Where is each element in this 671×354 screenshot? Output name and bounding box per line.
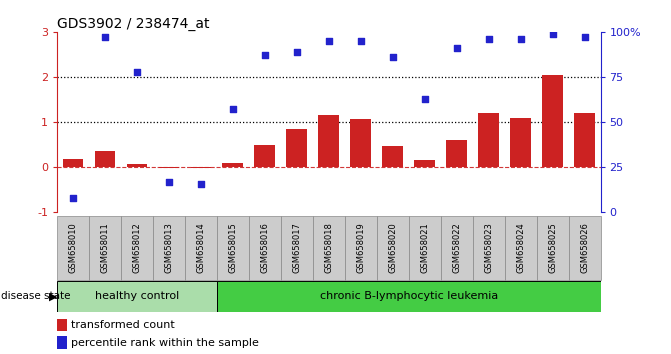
Bar bbox=[287, 129, 307, 167]
Point bbox=[387, 54, 398, 60]
Point bbox=[548, 31, 558, 36]
Bar bbox=[376, 216, 409, 280]
Bar bbox=[319, 115, 339, 167]
Point bbox=[260, 52, 270, 58]
Bar bbox=[223, 163, 244, 167]
Bar bbox=[345, 216, 376, 280]
Text: GDS3902 / 238474_at: GDS3902 / 238474_at bbox=[57, 17, 209, 31]
Bar bbox=[441, 216, 472, 280]
Bar bbox=[472, 216, 505, 280]
Bar bbox=[127, 164, 148, 167]
Point bbox=[579, 34, 590, 40]
Bar bbox=[478, 113, 499, 167]
Bar bbox=[414, 160, 435, 167]
Point bbox=[419, 96, 430, 102]
Point bbox=[227, 107, 238, 112]
Bar bbox=[158, 167, 179, 168]
Bar bbox=[574, 113, 595, 167]
Point bbox=[68, 195, 79, 201]
Bar bbox=[57, 216, 89, 280]
Point bbox=[452, 45, 462, 51]
Bar bbox=[57, 281, 217, 312]
Point bbox=[99, 34, 110, 40]
Point bbox=[356, 38, 366, 44]
Text: disease state: disease state bbox=[1, 291, 71, 302]
Text: GSM658017: GSM658017 bbox=[293, 222, 301, 273]
Bar bbox=[446, 140, 467, 167]
Bar bbox=[568, 216, 601, 280]
Text: GSM658011: GSM658011 bbox=[101, 222, 109, 273]
Text: GSM658022: GSM658022 bbox=[452, 222, 461, 273]
Bar bbox=[350, 119, 371, 167]
Bar bbox=[249, 216, 281, 280]
Bar bbox=[153, 216, 185, 280]
Bar bbox=[217, 216, 249, 280]
Bar bbox=[217, 281, 601, 312]
Text: GSM658020: GSM658020 bbox=[389, 222, 397, 273]
Bar bbox=[505, 216, 537, 280]
Text: transformed count: transformed count bbox=[70, 320, 174, 330]
Text: GSM658012: GSM658012 bbox=[132, 222, 142, 273]
Point bbox=[132, 69, 142, 74]
Text: GSM658025: GSM658025 bbox=[548, 222, 557, 273]
Bar bbox=[191, 167, 211, 168]
Bar bbox=[89, 216, 121, 280]
Bar bbox=[382, 145, 403, 167]
Text: GSM658018: GSM658018 bbox=[324, 222, 333, 273]
Bar bbox=[62, 159, 83, 167]
Point bbox=[164, 179, 174, 184]
Text: chronic B-lymphocytic leukemia: chronic B-lymphocytic leukemia bbox=[319, 291, 498, 302]
Bar bbox=[57, 319, 67, 331]
Bar bbox=[313, 216, 345, 280]
Text: GSM658014: GSM658014 bbox=[197, 222, 205, 273]
Point bbox=[483, 36, 494, 42]
Text: GSM658010: GSM658010 bbox=[68, 222, 78, 273]
Point bbox=[195, 181, 206, 186]
Point bbox=[515, 36, 526, 42]
Bar bbox=[95, 152, 115, 167]
Point bbox=[323, 38, 334, 44]
Text: GSM658021: GSM658021 bbox=[420, 222, 429, 273]
Bar bbox=[121, 216, 153, 280]
Bar bbox=[281, 216, 313, 280]
Bar bbox=[510, 118, 531, 167]
Text: GSM658023: GSM658023 bbox=[484, 222, 493, 273]
Text: GSM658019: GSM658019 bbox=[356, 222, 365, 273]
Bar bbox=[542, 75, 563, 167]
Bar bbox=[57, 336, 67, 349]
Text: GSM658026: GSM658026 bbox=[580, 222, 589, 273]
Text: GSM658024: GSM658024 bbox=[516, 222, 525, 273]
Bar bbox=[409, 216, 441, 280]
Text: healthy control: healthy control bbox=[95, 291, 179, 302]
Text: GSM658013: GSM658013 bbox=[164, 222, 173, 273]
Text: percentile rank within the sample: percentile rank within the sample bbox=[70, 338, 258, 348]
Text: ▶: ▶ bbox=[49, 291, 58, 302]
Bar bbox=[537, 216, 568, 280]
Point bbox=[291, 49, 302, 55]
Text: GSM658015: GSM658015 bbox=[228, 222, 238, 273]
Bar bbox=[254, 145, 275, 167]
Bar bbox=[185, 216, 217, 280]
Text: GSM658016: GSM658016 bbox=[260, 222, 269, 273]
